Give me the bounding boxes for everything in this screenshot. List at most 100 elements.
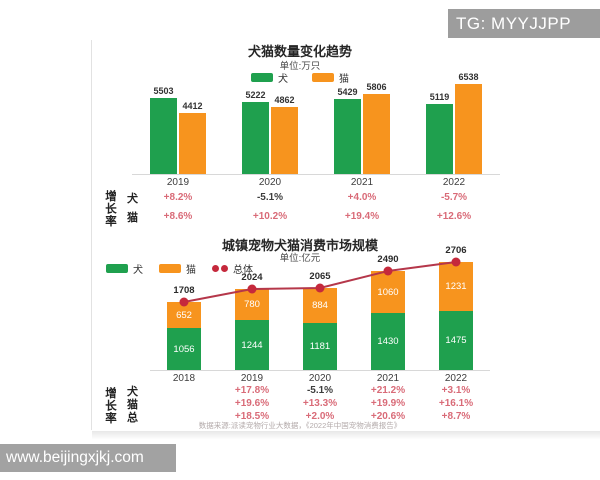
x-axis-label: 2022 <box>444 373 468 384</box>
x-axis-label: 2022 <box>442 177 466 188</box>
growth-value: +18.5% <box>234 411 270 422</box>
growth-value <box>150 384 218 397</box>
bar-value-label: 5119 <box>429 92 450 102</box>
growth-value: +8.6% <box>163 211 193 222</box>
segment-cat: 1060 <box>371 271 405 313</box>
growth-value: +19.9% <box>370 398 406 409</box>
stacked-bar: 1060 1430 <box>371 271 405 370</box>
bar-value-label: 5806 <box>366 82 387 92</box>
growth-value: +13.3% <box>302 398 338 409</box>
growth-value: +3.1% <box>441 385 471 396</box>
segment-dog: 1181 <box>303 323 337 370</box>
stacked-bar: 884 1181 <box>303 288 337 370</box>
card-bottom-shadow <box>92 431 600 439</box>
chart1-title: 犬猫数量变化趋势 <box>247 44 352 59</box>
bar-wrap: 5119 <box>426 92 453 174</box>
bar-dog <box>334 99 361 174</box>
bar-dog <box>426 104 453 174</box>
growth-value: -5.1% <box>256 192 284 203</box>
bar-value-label: 5429 <box>337 87 358 97</box>
bar-wrap: 4862 <box>271 95 298 174</box>
bar-value-label: 4412 <box>182 101 203 111</box>
stacked-bar-group-2020: 884 1181 <box>286 258 354 370</box>
bar-group-2019: 5503 4412 <box>132 84 224 174</box>
growth-value: +2.0% <box>305 411 335 422</box>
bar-cat <box>455 84 482 174</box>
cat-swatch-icon <box>159 264 181 273</box>
card-left-edge <box>91 40 92 430</box>
growth-row-label: 猫 <box>127 398 138 411</box>
growth-value: +8.2% <box>163 192 193 203</box>
growth-value: +8.7% <box>441 411 471 422</box>
bar-group-2022: 5119 6538 <box>408 72 500 174</box>
stacked-bar-group-2019: 780 1244 <box>218 258 286 370</box>
chart1-x-axis: 2019 2020 2021 2022 <box>132 177 500 188</box>
x-axis-label: 2021 <box>350 177 374 188</box>
growth-value: -5.1% <box>306 385 334 396</box>
chart1-unit-label: 单位:万只 <box>279 61 321 72</box>
growth-value: +10.2% <box>252 211 288 222</box>
chart2-unit-label: 单位:亿元 <box>279 253 321 264</box>
chart2-x-axis: 2018 2019 2020 2021 2022 <box>150 373 490 384</box>
bar-group-2021: 5429 5806 <box>316 82 408 174</box>
legend-item-dog: 犬 <box>251 70 288 85</box>
legend-label-dog: 犬 <box>278 74 288 85</box>
growth-value: +19.6% <box>234 398 270 409</box>
stacked-bar-group-2018: 652 1056 <box>150 258 218 370</box>
growth-row-label: 犬 <box>127 385 138 398</box>
cat-swatch-icon <box>312 73 334 82</box>
bar-wrap: 5222 <box>242 90 269 174</box>
dog-swatch-icon <box>251 73 273 82</box>
segment-dog: 1475 <box>439 311 473 370</box>
stacked-bar-group-2022: 1231 1475 <box>422 258 490 370</box>
chart2-growth-rate-label: 增长率 <box>104 387 116 425</box>
segment-cat: 884 <box>303 288 337 323</box>
chart1-growth-values: +8.2% -5.1% +4.0% -5.7% +8.6% +10.2% +19.4% +12… <box>132 188 500 226</box>
watermark-telegram: TG: MYYJJPP <box>448 9 600 38</box>
bar-value-label: 6538 <box>458 72 479 82</box>
growth-value: +12.6% <box>436 211 472 222</box>
bar-cat <box>363 94 390 174</box>
bar-group-2020: 5222 4862 <box>224 84 316 174</box>
segment-cat: 780 <box>235 289 269 320</box>
bar-wrap: 5806 <box>363 82 390 174</box>
segment-dog: 1244 <box>235 320 269 370</box>
growth-value: +21.2% <box>370 385 406 396</box>
watermark-website: www.beijingxjkj.com <box>0 444 176 472</box>
stacked-bar: 780 1244 <box>235 289 269 370</box>
stacked-bar: 1231 1475 <box>439 262 473 370</box>
growth-row-label: 猫 <box>127 211 138 224</box>
bar-value-label: 5503 <box>153 86 174 96</box>
segment-dog: 1430 <box>371 313 405 370</box>
growth-value: -5.7% <box>440 192 468 203</box>
x-axis-label: 2018 <box>172 373 196 384</box>
legend-label-dog: 犬 <box>133 265 143 276</box>
chart2-growth-values: +17.8% -5.1% +21.2% +3.1% +19.6% +13.3% +19.9%… <box>150 384 490 423</box>
dog-swatch-icon <box>106 264 128 273</box>
growth-value: +17.8% <box>234 385 270 396</box>
growth-value: +16.1% <box>438 398 474 409</box>
bar-wrap: 5503 <box>150 86 177 174</box>
growth-value: +19.4% <box>344 211 380 222</box>
x-axis-label: 2020 <box>308 373 332 384</box>
bar-wrap: 5429 <box>334 87 361 174</box>
chart2-growth-row-names: 犬猫总 <box>127 384 138 424</box>
growth-value: +4.0% <box>347 192 377 203</box>
legend-item-cat: 猫 <box>312 70 349 85</box>
bar-value-label: 5222 <box>245 90 266 100</box>
growth-value: +20.6% <box>370 411 406 422</box>
chart2-title: 城镇宠物犬猫消费市场规模 <box>221 238 378 253</box>
growth-row-label: 总 <box>127 411 138 424</box>
chart1-plot-area: 5503 4412 5222 4862 5429 5806 5119 6538 <box>132 72 500 175</box>
bar-cat <box>271 107 298 174</box>
bar-value-label: 4862 <box>274 95 295 105</box>
growth-value <box>150 397 218 410</box>
chart2-plot-area: 652 1056 780 1244 884 1181 1060 1430 1231 1475 <box>150 258 490 371</box>
x-axis-label: 2019 <box>166 177 190 188</box>
bar-wrap: 6538 <box>455 72 482 174</box>
bar-dog <box>150 98 177 174</box>
bar-wrap: 4412 <box>179 101 206 174</box>
chart1-legend: 犬 猫 <box>0 70 600 85</box>
data-source-note: 数据来源:派读宠物行业大数据，《2022年中国宠物消费报告》 <box>198 421 402 430</box>
stacked-bar: 652 1056 <box>167 302 201 370</box>
